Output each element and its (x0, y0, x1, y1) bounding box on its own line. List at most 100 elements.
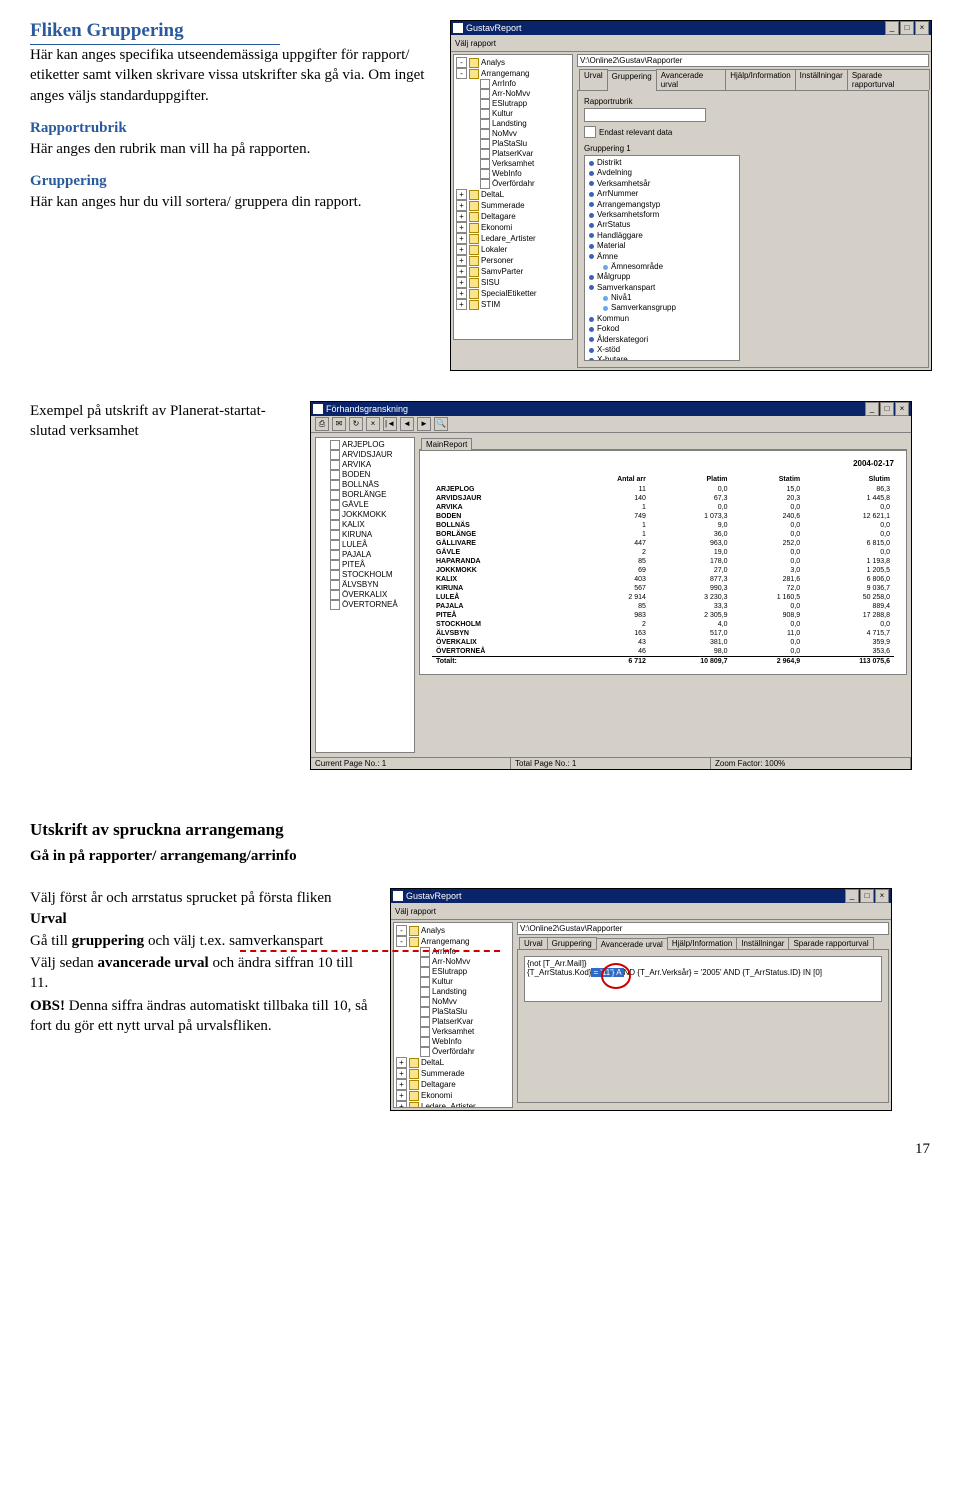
tree-node[interactable]: +DeltaL (456, 189, 570, 200)
tree-node[interactable]: ÖVERTORNEÅ (318, 600, 412, 610)
next-icon[interactable]: ► (417, 417, 431, 431)
tree-node[interactable]: +Deltagare (456, 211, 570, 222)
tree-node[interactable]: BOLLNÄS (318, 480, 412, 490)
grouping-item[interactable]: Distrikt (587, 158, 737, 168)
tree-node[interactable]: ARVIKA (318, 460, 412, 470)
minimize-icon[interactable]: _ (865, 402, 879, 416)
tab[interactable]: Gruppering (547, 937, 597, 949)
tree-node[interactable]: PlaStaSlu (456, 139, 570, 149)
maximize-icon[interactable]: □ (900, 21, 914, 35)
grouping-item[interactable]: Målgrupp (587, 272, 737, 282)
tab[interactable]: Hjälp/Information (667, 937, 737, 949)
tree-node[interactable]: STOCKHOLM (318, 570, 412, 580)
grouping-item[interactable]: Arrangemangstyp (587, 200, 737, 210)
menu-item[interactable]: Välj rapport (395, 907, 436, 916)
tree-node[interactable]: +Ledare_Artister (456, 233, 570, 244)
tree-node[interactable]: Överfördahr (456, 179, 570, 189)
tree-node[interactable]: ESlutrapp (396, 967, 510, 977)
first-icon[interactable]: |◄ (383, 417, 397, 431)
tree-node[interactable]: +DeltaL (396, 1057, 510, 1068)
print-icon[interactable]: ⎙ (315, 417, 329, 431)
tree-node[interactable]: +SamvParter (456, 266, 570, 277)
tree-node[interactable]: -Analys (396, 925, 510, 936)
tree-node[interactable]: KIRUNA (318, 530, 412, 540)
tree-node[interactable]: -Analys (456, 57, 570, 68)
tree-node[interactable]: +SISU (456, 277, 570, 288)
tree-node[interactable]: BORLÄNGE (318, 490, 412, 500)
tab[interactable]: Inställningar (736, 937, 789, 949)
tree-node[interactable]: Överfördahr (396, 1047, 510, 1057)
tree-node[interactable]: ÖVERKALIX (318, 590, 412, 600)
tree-node[interactable]: KALIX (318, 520, 412, 530)
grouping-item[interactable]: Verksamhetsår (587, 179, 737, 189)
grouping-item[interactable]: Material (587, 241, 737, 251)
grouping-item[interactable]: Samverkanspart (587, 283, 737, 293)
tree-node[interactable]: Verksamhet (456, 159, 570, 169)
tree-node[interactable]: Landsting (396, 987, 510, 997)
rapportrubrik-input[interactable] (584, 108, 706, 122)
tree-node[interactable]: ARVIDSJAUR (318, 450, 412, 460)
tab[interactable]: Sparade rapporturval (847, 69, 930, 90)
tree-node[interactable]: NoMvv (456, 129, 570, 139)
tree-node[interactable]: Kultur (396, 977, 510, 987)
tree-node[interactable]: GÄVLE (318, 500, 412, 510)
advanced-urval-editor[interactable]: {not [T_Arr.Mail]} {T_ArrStatus.Kod}= '1… (524, 956, 882, 1002)
minimize-icon[interactable]: _ (885, 21, 899, 35)
export-icon[interactable]: ✉ (332, 417, 346, 431)
grouping-item[interactable]: X-butare (587, 355, 737, 361)
tree-node[interactable]: ESlutrapp (456, 99, 570, 109)
maximize-icon[interactable]: □ (880, 402, 894, 416)
grouping-item[interactable]: ArrStatus (587, 220, 737, 230)
maximize-icon[interactable]: □ (860, 889, 874, 903)
tab[interactable]: Inställningar (795, 69, 848, 90)
tab[interactable]: Urval (519, 937, 548, 949)
tree-node[interactable]: PITEÅ (318, 560, 412, 570)
grouping-item[interactable]: Ålderskategori (587, 335, 737, 345)
tree-node[interactable]: LULEÅ (318, 540, 412, 550)
close-icon[interactable]: × (875, 889, 889, 903)
tree-node[interactable]: PAJALA (318, 550, 412, 560)
tree-node[interactable]: +Ledare_Artister (396, 1101, 510, 1108)
grouping-item[interactable]: Fokod (587, 324, 737, 334)
grouping-item[interactable]: Ämnesområde (587, 262, 737, 272)
tree-node[interactable]: +Personer (456, 255, 570, 266)
zoom-icon[interactable]: 🔍 (434, 417, 448, 431)
tree-node[interactable]: BODEN (318, 470, 412, 480)
tree-node[interactable]: NoMvv (396, 997, 510, 1007)
tree-node[interactable]: ArrInfo (456, 79, 570, 89)
tree-node[interactable]: Kultur (456, 109, 570, 119)
grouping-item[interactable]: ArrNummer (587, 189, 737, 199)
tree-node[interactable]: -Arrangemang (456, 68, 570, 79)
preview-sidebar-tree[interactable]: ARJEPLOGARVIDSJAURARVIKABODENBOLLNÄSBORL… (315, 437, 415, 753)
tree-node[interactable]: PlatserKvar (396, 1017, 510, 1027)
tree-node[interactable]: +STIM (456, 299, 570, 310)
tree-node[interactable]: -Arrangemang (396, 936, 510, 947)
tree-node[interactable]: +Lokaler (456, 244, 570, 255)
tree-node[interactable]: +Ekonomi (396, 1090, 510, 1101)
grouping-item[interactable]: Handläggare (587, 231, 737, 241)
tree-node[interactable]: ÄLVSBYN (318, 580, 412, 590)
gruppering-list[interactable]: DistriktAvdelningVerksamhetsårArrNummerA… (584, 155, 740, 361)
tree-node[interactable]: +SpecialEtiketter (456, 288, 570, 299)
minimize-icon[interactable]: _ (845, 889, 859, 903)
endast-relevant-checkbox[interactable] (584, 126, 596, 138)
tree-node[interactable]: PlaStaSlu (396, 1007, 510, 1017)
tab[interactable]: Gruppering (607, 70, 657, 91)
tab[interactable]: Sparade rapporturval (788, 937, 873, 949)
grouping-item[interactable]: Nivå1 (587, 293, 737, 303)
tree-node[interactable]: +Ekonomi (456, 222, 570, 233)
grouping-item[interactable]: Samverkansgrupp (587, 303, 737, 313)
tree-node[interactable]: ArrInfo (396, 947, 510, 957)
grouping-item[interactable]: Avdelning (587, 168, 737, 178)
close-preview-icon[interactable]: × (366, 417, 380, 431)
tree-node[interactable]: Landsting (456, 119, 570, 129)
tree-node[interactable]: Verksamhet (396, 1027, 510, 1037)
grouping-item[interactable]: Verksamhetsform (587, 210, 737, 220)
prev-icon[interactable]: ◄ (400, 417, 414, 431)
tab[interactable]: Hjälp/Information (725, 69, 795, 90)
grouping-item[interactable]: Kommun (587, 314, 737, 324)
tree-node[interactable]: WebInfo (456, 169, 570, 179)
grouping-item[interactable]: Ämne (587, 252, 737, 262)
tab[interactable]: Urval (579, 69, 608, 90)
grouping-item[interactable]: X-stöd (587, 345, 737, 355)
